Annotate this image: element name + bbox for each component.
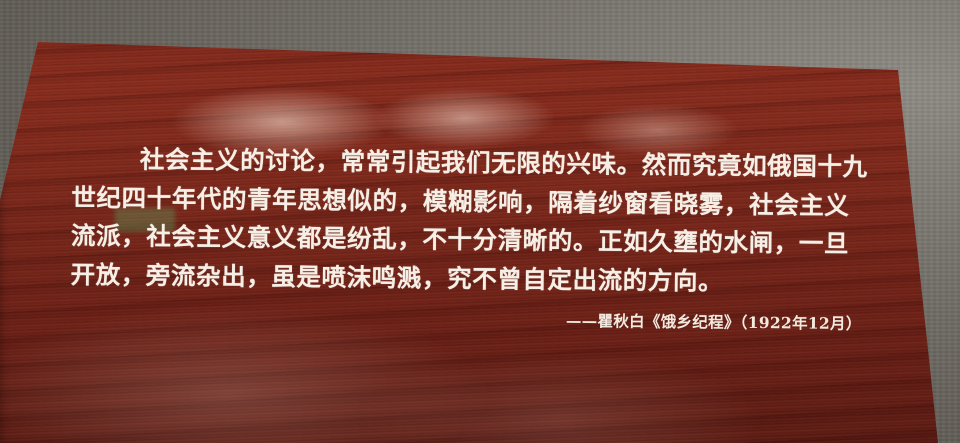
quote-text: 社会主义的讨论，常常引起我们无限的兴味。然而究竟如俄国十九 世纪四十年代的青年思… <box>70 140 912 303</box>
quote-attribution: ——瞿秋白《饿乡纪程》（1922年12月） <box>565 310 862 334</box>
